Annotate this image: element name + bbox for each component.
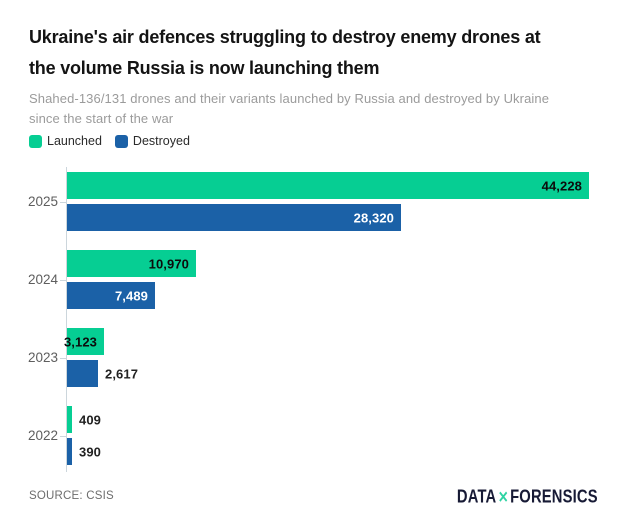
bar-value-label-launched-2022: 409 [79, 412, 101, 427]
legend-label-destroyed: Destroyed [132, 134, 190, 148]
source-note: SOURCE: CSIS [29, 490, 114, 502]
y-axis-label-2024: 2024 [27, 271, 58, 287]
chart-subtitle-line1: Shahed-136/131 drones and their variants… [29, 91, 550, 106]
bar-destroyed-2023: 2,617 [67, 360, 138, 387]
legend-label-launched: Launched [47, 134, 102, 148]
logo-text-data: DATA [457, 485, 497, 507]
y-axis-tick [60, 358, 66, 359]
y-axis-tick [60, 436, 66, 437]
bar-destroyed-2025: 28,320 [67, 204, 401, 231]
y-axis-label-2023: 2023 [27, 349, 58, 365]
legend-swatch-destroyed-icon [114, 134, 128, 148]
y-axis-tick [60, 280, 66, 281]
bar-value-label-launched-2025: 44,228 [541, 178, 582, 193]
chart-subtitle: Shahed-136/131 drones and their variants… [29, 89, 549, 129]
bar-value-label-destroyed-2024: 7,489 [114, 288, 148, 303]
legend: Launched Destroyed [29, 134, 190, 148]
chart-title-line1: Ukraine's air defences struggling to des… [29, 27, 541, 47]
bar-launched-2025: 44,228 [67, 172, 589, 199]
y-axis-label-2022: 2022 [27, 427, 58, 443]
legend-item-launched: Launched [29, 134, 102, 148]
bar-value-label-launched-2023: 3,123 [63, 334, 97, 349]
bar-destroyed-2024: 7,489 [67, 282, 155, 309]
bar-launched-2022: 409 [67, 406, 101, 433]
bar-value-label-destroyed-2025: 28,320 [353, 210, 394, 225]
logo-text-forensics: FORENSICS [510, 485, 598, 507]
logo-x-icon: ✕ [498, 488, 509, 506]
bar-value-label-launched-2024: 10,970 [148, 256, 189, 271]
plot-area: 44,228 10,970 3,123 409 28,320 7,489 2,617 390 [63, 167, 598, 472]
y-axis-tick [60, 202, 66, 203]
bar-destroyed-2022: 390 [67, 438, 101, 465]
bar-launched-2023: 3,123 [63, 328, 104, 355]
chart-title: Ukraine's air defences struggling to des… [29, 22, 541, 84]
legend-item-destroyed: Destroyed [114, 134, 190, 148]
bar-value-label-destroyed-2022: 390 [79, 444, 101, 459]
data-x-forensics-logo: DATA ✕ FORENSICS [457, 485, 598, 507]
bar-value-label-destroyed-2023: 2,617 [105, 366, 139, 381]
y-axis-label-2025: 2025 [27, 193, 58, 209]
chart-subtitle-line2: since the start of the war [29, 111, 174, 126]
chart-title-line2: the volume Russia is now launching them [29, 58, 380, 78]
bar-launched-2024: 10,970 [67, 250, 196, 277]
legend-swatch-launched-icon [29, 134, 42, 148]
